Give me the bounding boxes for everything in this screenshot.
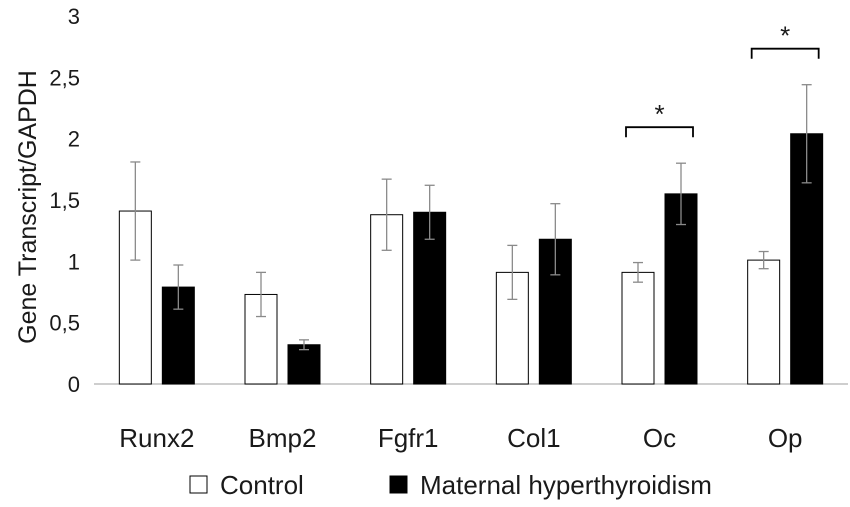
- significance-bracket: [750, 47, 820, 59]
- legend-swatch-control: [189, 475, 208, 494]
- y-tick-label: 2: [68, 127, 80, 152]
- significance-bracket: [625, 126, 694, 138]
- x-tick-label: Fgfr1: [378, 423, 439, 453]
- legend-label-control: Control: [220, 470, 304, 500]
- significance-star: *: [780, 21, 790, 51]
- bar-oc-control: [621, 271, 655, 385]
- y-axis-label: Gene Transcript/GAPDH: [14, 70, 42, 344]
- significance-markers: **: [625, 21, 820, 138]
- y-axis-ticks: 0 0,5 1 1,5 2 2,5 3: [49, 4, 80, 397]
- y-tick-label: 0,5: [49, 311, 80, 336]
- bars: [118, 133, 824, 385]
- y-tick-label: 0: [68, 372, 80, 397]
- x-tick-label: Op: [768, 423, 803, 453]
- x-tick-label: Runx2: [119, 423, 194, 453]
- y-tick-label: 1: [68, 249, 80, 274]
- bar-oc-maternal-hyperthyroidism: [664, 193, 698, 385]
- significance-star: *: [654, 99, 664, 129]
- x-tick-label: Bmp2: [249, 423, 317, 453]
- x-tick-label: Col1: [507, 423, 560, 453]
- legend: Control Maternal hyperthyroidism: [189, 470, 712, 500]
- y-tick-label: 2,5: [49, 65, 80, 90]
- legend-swatch-maternal-hyperthyroidism: [389, 475, 408, 494]
- bar-op-control: [747, 259, 781, 385]
- x-tick-label: Oc: [643, 423, 676, 453]
- bar-bmp2-maternal-hyperthyroidism: [287, 344, 321, 385]
- legend-label-maternal-hyperthyroidism: Maternal hyperthyroidism: [420, 470, 712, 500]
- bar-fgfr1-maternal-hyperthyroidism: [413, 211, 447, 385]
- error-bars: [130, 84, 812, 351]
- y-tick-label: 3: [68, 4, 80, 29]
- y-tick-label: 1,5: [49, 188, 80, 213]
- category-labels: Runx2 Bmp2 Fgfr1 Col1 Oc Op: [119, 423, 802, 453]
